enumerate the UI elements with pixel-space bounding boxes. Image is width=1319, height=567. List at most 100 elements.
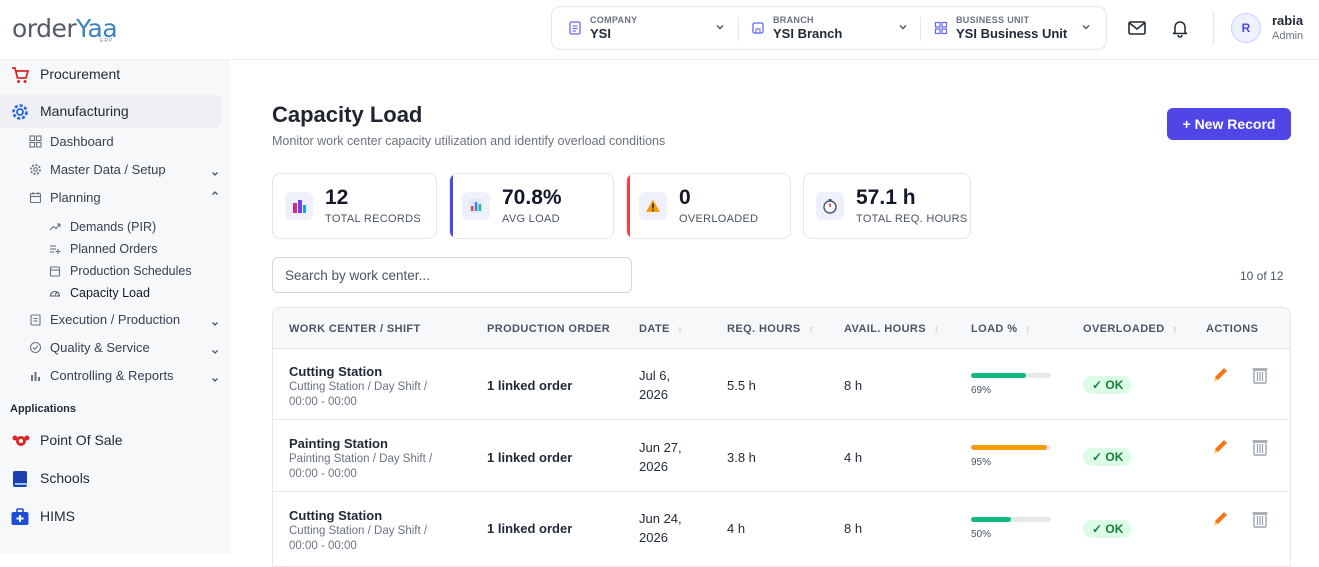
column-header-avail-hours[interactable]: AVAIL. HOURS ↕ — [844, 323, 939, 335]
stat-value: 70.8% — [502, 186, 562, 209]
sort-icon: ↕ — [808, 324, 814, 334]
column-header-load[interactable]: LOAD % ↕ — [971, 323, 1030, 335]
stat-label: AVG LOAD — [502, 213, 560, 225]
active-section-highlight — [0, 94, 222, 128]
delete-icon[interactable] — [1249, 436, 1271, 458]
chevron-down-icon — [716, 25, 724, 30]
status-badge: ✓ OK — [1083, 520, 1133, 538]
sidebar-item-quality[interactable]: Quality & Service — [0, 340, 222, 356]
cart-icon — [12, 67, 30, 83]
column-header-label: PRODUCTION ORDER — [487, 323, 611, 335]
column-header-label: REQ. HOURS — [727, 323, 801, 335]
column-header-actions: ACTIONS — [1206, 323, 1258, 335]
sidebar-item-label: Procurement — [40, 66, 121, 82]
edit-icon[interactable] — [1209, 436, 1231, 458]
edit-icon[interactable] — [1209, 508, 1231, 530]
accent-strip — [450, 174, 453, 238]
table-row[interactable]: Cutting Station Cutting Station / Day Sh… — [273, 349, 1290, 420]
sidebar-item-planned-orders[interactable]: Planned Orders — [0, 242, 220, 257]
column-header-req-hours[interactable]: REQ. HOURS ↕ — [727, 323, 814, 335]
stat-card-total-records: 12 TOTAL RECORDS — [272, 173, 437, 239]
column-header-label: OVERLOADED — [1083, 323, 1165, 335]
avail-hours: 4 h — [844, 450, 863, 465]
sidebar-item-label: Capacity Load — [70, 286, 150, 300]
sidebar-item-label: Planned Orders — [70, 242, 158, 256]
req-hours: 5.5 h — [727, 378, 756, 393]
sidebar-item-master-data[interactable]: Master Data / Setup — [0, 162, 222, 178]
column-header-overloaded[interactable]: OVERLOADED ↕ — [1083, 323, 1178, 335]
stat-card-total-req-hours: 57.1 h TOTAL REQ. HOURS — [803, 173, 971, 239]
user-name[interactable]: rabia — [1272, 13, 1304, 28]
top-bar: orderYaa ERP COMPANY YSI BRANCH YSI Bran… — [0, 0, 1319, 60]
mail-icon[interactable] — [1127, 18, 1147, 38]
bar-chart-icon — [462, 192, 490, 220]
date: Jun 24, 2026 — [639, 511, 682, 545]
chevron-down-icon — [212, 322, 218, 326]
production-order[interactable]: 1 linked order — [487, 450, 573, 465]
sidebar-item-label: Manufacturing — [40, 103, 129, 119]
column-header-label: WORK CENTER / SHIFT — [289, 323, 421, 335]
chevron-down-icon — [212, 350, 218, 354]
clipboard-icon — [30, 314, 41, 326]
table-row[interactable]: Painting Station Painting Station / Day … — [273, 421, 1290, 492]
production-order[interactable]: 1 linked order — [487, 521, 573, 536]
gauge-icon — [49, 290, 61, 297]
sidebar-item-production-schedules[interactable]: Production Schedules — [0, 264, 220, 279]
sidebar-item-label: Demands (PIR) — [70, 220, 157, 234]
sidebar-item-label: Production Schedules — [70, 264, 192, 278]
sidebar-item-capacity-load[interactable]: Capacity Load — [0, 286, 220, 301]
table-row[interactable]: Cutting Station Cutting Station / Day Sh… — [273, 493, 1290, 564]
column-header-date[interactable]: DATE ↕ — [639, 323, 683, 335]
sidebar-item-dashboard[interactable]: Dashboard — [0, 134, 220, 150]
company-selector[interactable]: COMPANY YSI — [568, 7, 730, 49]
company-label: COMPANY — [590, 15, 638, 25]
business-unit-value: YSI Business Unit — [956, 26, 1068, 41]
sidebar-item-label: Execution / Production — [50, 312, 181, 327]
branch-selector[interactable]: BRANCH YSI Branch — [751, 7, 915, 49]
logo[interactable]: orderYaa — [12, 14, 118, 43]
sidebar-item-execution[interactable]: Execution / Production — [0, 312, 222, 328]
sidebar-item-planning[interactable]: Planning — [0, 190, 222, 206]
delete-icon[interactable] — [1249, 508, 1271, 530]
chevron-up-icon — [212, 191, 218, 195]
new-record-button[interactable]: + New Record — [1167, 108, 1291, 140]
gear-icon — [12, 104, 28, 120]
sidebar-item-procurement[interactable]: Procurement — [0, 65, 220, 85]
stat-label: OVERLOADED — [679, 213, 759, 225]
sidebar-item-label: Planning — [50, 190, 101, 205]
avatar[interactable]: R — [1231, 13, 1261, 43]
main-content: Capacity Load Monitor work center capaci… — [230, 60, 1319, 567]
sidebar-item-controlling[interactable]: Controlling & Reports — [0, 368, 222, 384]
work-center-name: Cutting Station — [289, 364, 383, 379]
column-header-production-order[interactable]: PRODUCTION ORDER — [487, 323, 610, 335]
bell-icon[interactable] — [1170, 18, 1190, 38]
list-add-icon — [50, 245, 61, 254]
production-order[interactable]: 1 linked order — [487, 378, 573, 393]
sidebar-item-label: Schools — [40, 470, 90, 486]
date: Jul 6, 2026 — [639, 368, 671, 402]
sidebar-item-hims[interactable]: HIMS — [0, 507, 220, 527]
divider — [738, 17, 739, 41]
search-input[interactable] — [272, 257, 632, 293]
sidebar-item-demands[interactable]: Demands (PIR) — [0, 220, 220, 235]
load-bar — [971, 373, 1051, 378]
work-center-shift: Painting Station / Day Shift / 00:00 - 0… — [289, 453, 433, 480]
sidebar-item-schools[interactable]: Schools — [0, 469, 220, 489]
trend-up-icon — [49, 223, 61, 231]
page-subtitle: Monitor work center capacity utilization… — [272, 134, 666, 148]
delete-icon[interactable] — [1249, 364, 1271, 386]
sidebar-item-point-of-sale[interactable]: Point Of Sale — [0, 431, 220, 451]
sidebar-item-manufacturing[interactable]: Manufacturing — [0, 102, 220, 122]
context-selector: COMPANY YSI BRANCH YSI Branch BUSINESS U… — [551, 6, 1107, 50]
logo-accent-text: Yaa — [76, 14, 118, 43]
column-header-work-center[interactable]: WORK CENTER / SHIFT — [289, 323, 421, 335]
sidebar-item-label: Point Of Sale — [40, 432, 123, 448]
logo-subtext: ERP — [100, 38, 114, 44]
load-bar-fill — [971, 373, 1027, 378]
business-unit-selector[interactable]: BUSINESS UNIT YSI Business Unit — [934, 7, 1098, 49]
sidebar-item-label: Controlling & Reports — [50, 368, 174, 383]
edit-icon[interactable] — [1209, 364, 1231, 386]
capacity-table: WORK CENTER / SHIFT PRODUCTION ORDER DAT… — [272, 307, 1291, 567]
chevron-down-icon — [212, 378, 218, 382]
stat-label: TOTAL REQ. HOURS — [856, 213, 968, 225]
